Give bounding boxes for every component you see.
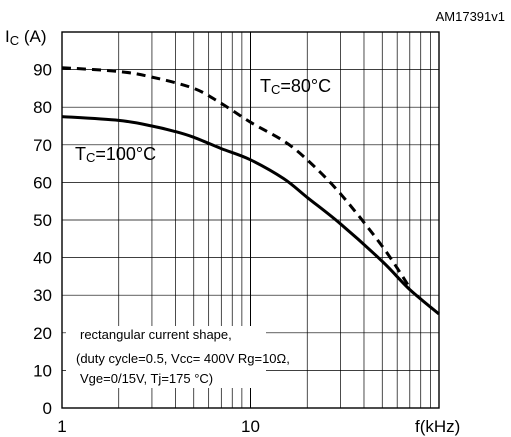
x-tick-label: 1 <box>57 417 66 436</box>
y-axis-label-unit: (A) <box>19 27 46 46</box>
y-tick-label: 20 <box>33 324 52 343</box>
y-tick-label: 70 <box>33 136 52 155</box>
series <box>61 66 440 316</box>
reference-code: AM17391v1 <box>436 9 505 24</box>
y-axis-label-sub: C <box>10 33 19 48</box>
y-tick-label: 30 <box>33 286 52 305</box>
y-axis-label: IC (A) <box>5 27 47 48</box>
y-tick-label: 50 <box>33 211 52 230</box>
y-tick-label: 80 <box>33 98 52 117</box>
series-label-100c: TC=100°C <box>75 144 156 165</box>
y-axis-label-main: I <box>5 27 10 46</box>
annotation-box <box>66 326 266 388</box>
series-line-tc-80c <box>61 66 412 289</box>
y-tick-label: 90 <box>33 61 52 80</box>
tick-labels: 0 10 20 30 40 50 60 70 80 90 1 10 <box>33 61 260 436</box>
annotation-line-3: Vge=0/15V, Tj=175 °C) <box>80 371 213 386</box>
y-tick-label: 60 <box>33 173 52 192</box>
annotation-line-2: (duty cycle=0.5, Vcc= 400V Rg=10Ω, <box>76 351 290 366</box>
y-tick-label: 10 <box>33 361 52 380</box>
y-tick-label: 40 <box>33 249 52 268</box>
annotation-line-1: rectangular current shape, <box>80 327 232 342</box>
x-axis-label: f(kHz) <box>415 417 460 436</box>
series-line-tc-100c <box>61 115 440 316</box>
series-label-80c: TC=80°C <box>260 76 331 97</box>
y-tick-label: 0 <box>43 399 52 418</box>
plot-frame <box>61 31 440 409</box>
x-tick-label: 10 <box>241 417 260 436</box>
